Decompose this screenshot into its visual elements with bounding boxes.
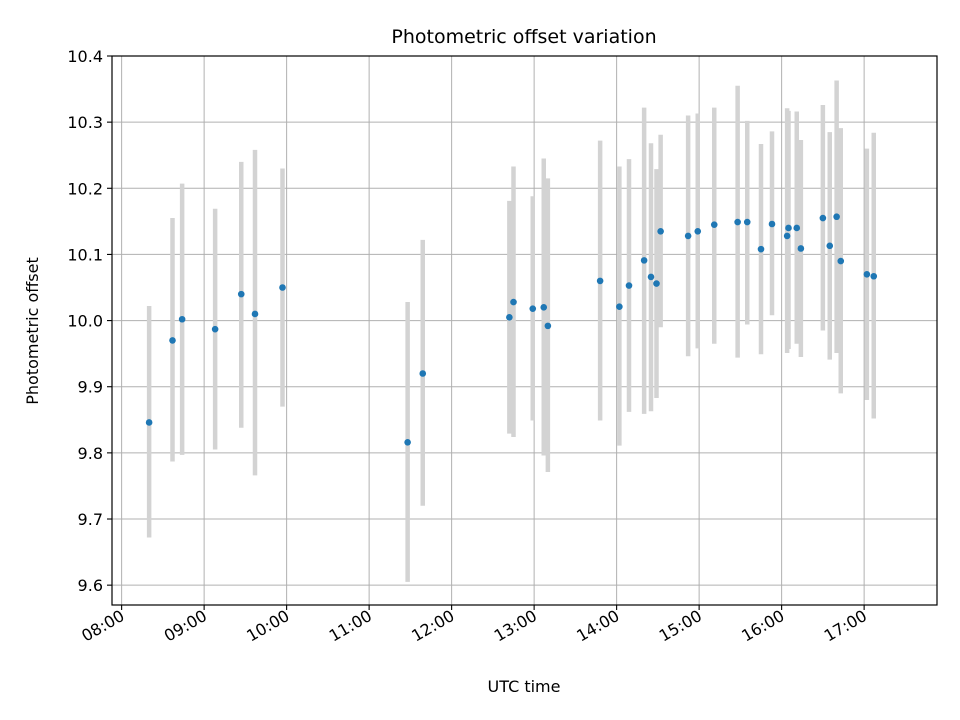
data-point	[540, 304, 548, 311]
y-tick-label: 9.7	[78, 510, 103, 529]
data-point	[529, 305, 537, 312]
y-tick-label: 10.2	[67, 179, 103, 198]
y-tick-label: 10.3	[67, 113, 103, 132]
data-point	[506, 313, 513, 321]
data-points	[145, 213, 878, 446]
data-point	[684, 232, 692, 240]
y-tick-label: 9.8	[78, 444, 103, 463]
data-point	[596, 277, 604, 285]
data-point	[710, 221, 718, 228]
y-tick-label: 10.4	[67, 47, 103, 66]
data-point	[616, 303, 623, 310]
data-point	[870, 272, 878, 280]
data-point	[625, 282, 633, 289]
data-point	[743, 218, 751, 226]
data-point	[279, 284, 286, 291]
data-point	[419, 370, 427, 377]
data-point	[145, 419, 153, 426]
data-point	[826, 242, 834, 250]
data-point	[694, 227, 702, 235]
data-point	[169, 337, 176, 344]
data-point	[819, 214, 827, 222]
data-point	[783, 232, 791, 240]
y-tick-label: 10.0	[67, 312, 103, 331]
y-tick-label: 9.6	[78, 576, 103, 595]
data-point	[211, 325, 219, 333]
grid	[112, 55, 937, 605]
y-tick-label: 9.9	[78, 378, 103, 397]
data-point	[768, 220, 776, 228]
data-point	[544, 322, 552, 330]
y-axis-ticks: 9.6 9.7 9.8 9.9 10.0 10.1 10.2 10.3 10.4	[67, 47, 112, 595]
data-point	[837, 257, 845, 265]
data-point	[833, 213, 840, 221]
chart-title: Photometric offset variation	[391, 26, 656, 48]
y-axis-label: Photometric offset	[23, 257, 42, 405]
data-point	[647, 273, 655, 281]
data-point	[237, 290, 245, 298]
x-axis-label: UTC time	[488, 677, 561, 696]
data-point	[797, 245, 805, 252]
data-point	[734, 218, 741, 226]
plot-frame	[111, 55, 938, 606]
data-point	[640, 257, 648, 264]
data-point	[653, 280, 660, 287]
data-point	[178, 315, 186, 323]
data-point	[251, 310, 259, 318]
data-point	[757, 245, 765, 253]
data-point	[510, 298, 517, 306]
data-point	[785, 224, 792, 232]
data-point	[793, 224, 801, 232]
data-point	[404, 438, 411, 446]
y-tick-label: 10.1	[67, 245, 103, 264]
data-point	[863, 270, 871, 278]
data-point	[657, 227, 664, 235]
